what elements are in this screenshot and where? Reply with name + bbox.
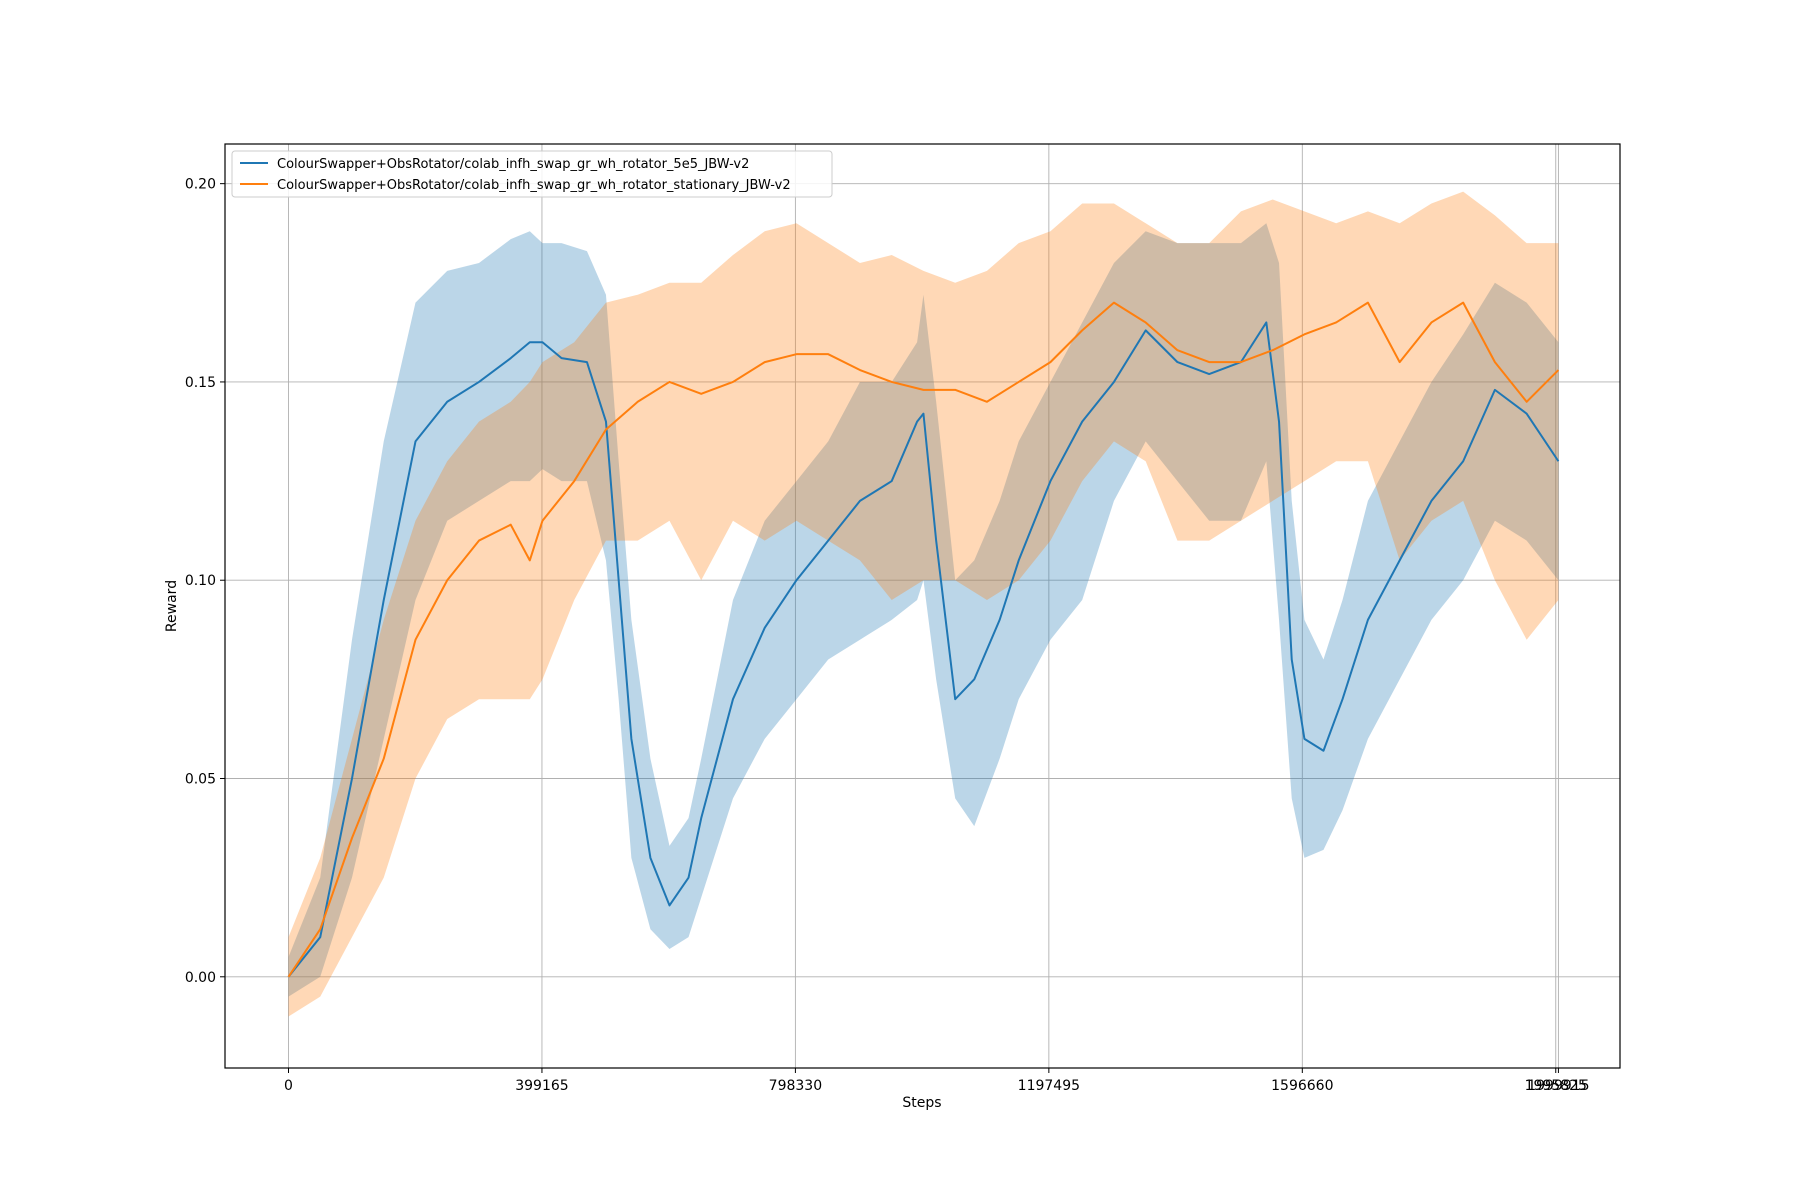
y-axis-ticks: 0.00 0.05 0.10 0.15 0.20 (185, 177, 225, 986)
x-tick-label-0: 0 (284, 1078, 293, 1094)
series-band-0 (288, 223, 1559, 997)
y-tick-label-0: 0.00 (185, 970, 216, 986)
plot-background (225, 144, 1620, 1068)
series-line-1 (287, 301, 1560, 978)
series-line-0 (287, 321, 1560, 978)
y-tick-label-2: 0.10 (185, 573, 216, 589)
legend-label-1: ColourSwapper+ObsRotator/colab_infh_swap… (277, 178, 791, 193)
x-tick-label-6: 1999915 (1527, 1078, 1589, 1094)
plot-frame (224, 143, 1621, 1069)
x-tick-label-2: 798330 (769, 1078, 822, 1094)
x-axis-ticks: 0 399165 798330 1197495 1596660 1995825199991… (284, 1068, 1590, 1094)
plot-area (225, 144, 1620, 1068)
x-tick-label-5: 1995825 (1525, 1078, 1587, 1094)
y-axis-label: Reward (164, 580, 180, 632)
grid (225, 144, 1620, 1068)
legend-label-0: ColourSwapper+ObsRotator/colab_infh_swap… (277, 157, 749, 172)
y-tick-label-4: 0.20 (185, 177, 216, 193)
x-tick-label-1: 399165 (515, 1078, 568, 1094)
series-lines (287, 301, 1560, 978)
y-tick-label-1: 0.05 (185, 772, 216, 788)
legend: ColourSwapper+ObsRotator/colab_infh_swap… (231, 150, 833, 198)
y-tick-label-3: 0.15 (185, 375, 216, 391)
series-band-1 (288, 191, 1559, 1017)
x-tick-label-4: 1596660 (1271, 1078, 1333, 1094)
x-tick-label-3: 1197495 (1018, 1078, 1080, 1094)
x-axis-label: Steps (902, 1095, 941, 1111)
confidence-bands (288, 191, 1559, 1017)
legend-box (231, 150, 833, 198)
